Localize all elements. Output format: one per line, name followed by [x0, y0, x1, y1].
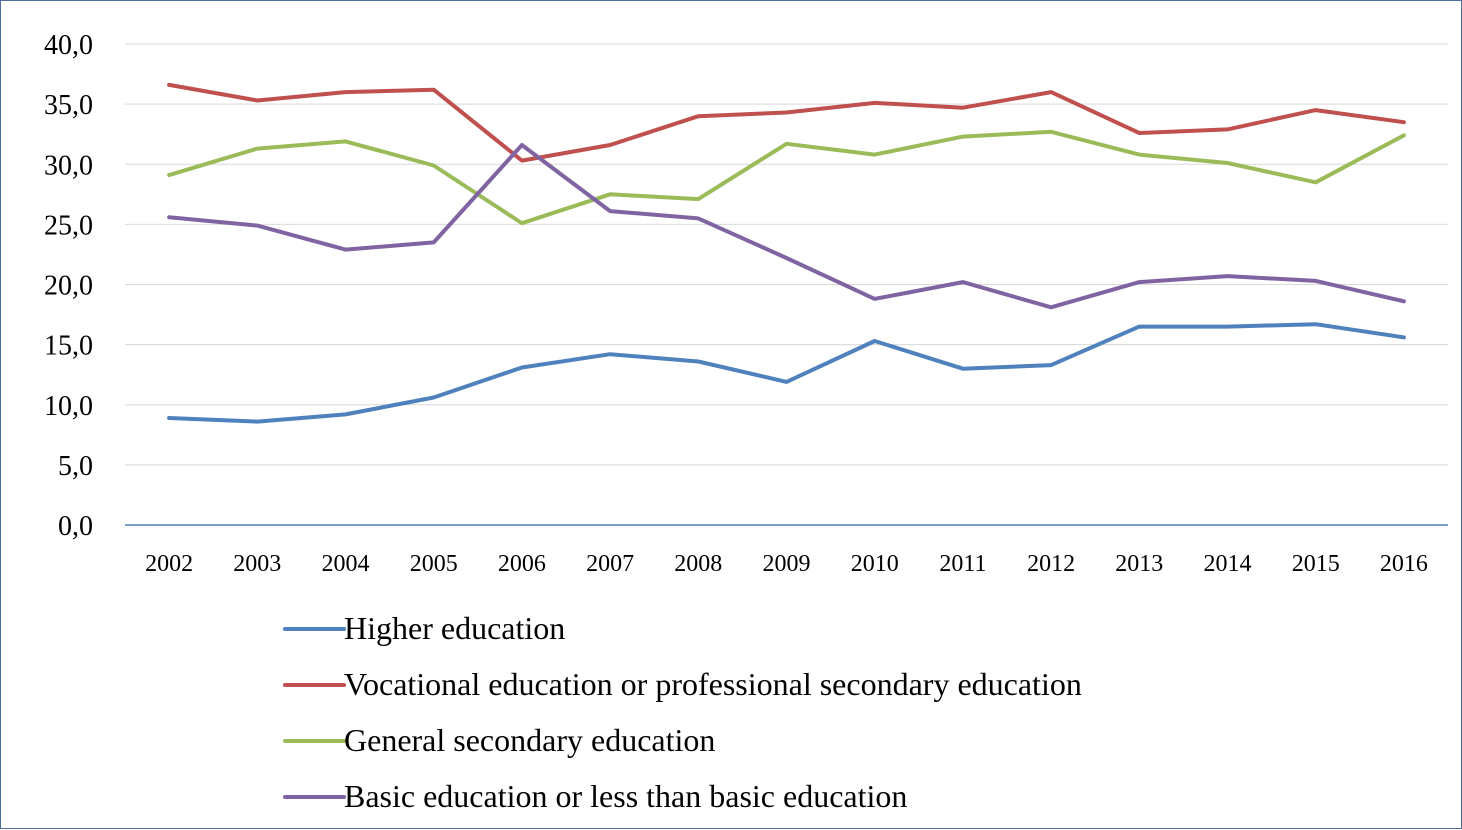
x-tick-label: 2003 — [233, 551, 281, 577]
y-tick-label: 15,0 — [44, 331, 93, 362]
y-tick-label: 35,0 — [44, 90, 93, 121]
y-tick-label: 5,0 — [58, 451, 93, 482]
x-tick-label: 2004 — [322, 551, 370, 577]
gridlines — [125, 43, 1448, 466]
x-tick-label: 2013 — [1115, 551, 1163, 577]
series-line-2 — [167, 82, 1406, 163]
y-tick-label: 0,0 — [58, 511, 93, 542]
y-tick-label: 30,0 — [44, 150, 93, 181]
y-tick-label: 20,0 — [44, 271, 93, 302]
x-tick-label: 2010 — [851, 551, 899, 577]
x-tick-label: 2002 — [145, 551, 193, 577]
y-tick-label: 10,0 — [44, 391, 93, 422]
x-tick-label: 2006 — [498, 551, 546, 577]
legend-label-1: Higher education — [344, 610, 565, 646]
series-line-3 — [167, 129, 1406, 226]
series-lines — [167, 82, 1406, 424]
y-tick-label: 25,0 — [44, 210, 93, 241]
x-tick-label: 2009 — [763, 551, 811, 577]
x-tick-label: 2011 — [939, 551, 986, 577]
x-tick-label: 2014 — [1204, 551, 1252, 577]
legend-label-4: Basic education or less than basic educa… — [344, 778, 907, 814]
series-line-1 — [167, 322, 1406, 424]
x-axis-tick-labels: 2002 2003 2004 2005 2006 2007 2008 2009 2010 2011… — [145, 551, 1428, 577]
x-tick-label: 2015 — [1292, 551, 1340, 577]
legend-label-2: Vocational education or professional sec… — [344, 666, 1082, 702]
legend: Higher education Vocational education or … — [283, 610, 1082, 814]
x-tick-label: 2005 — [410, 551, 458, 577]
y-tick-label: 40,0 — [44, 30, 93, 61]
x-tick-label: 2016 — [1380, 551, 1428, 577]
x-tick-label: 2008 — [674, 551, 722, 577]
x-tick-label: 2012 — [1027, 551, 1075, 577]
y-axis-tick-labels: 0,0 5,0 10,0 15,0 20,0 25,0 30,0 35,0 40,0 — [44, 30, 93, 542]
series-line-4 — [167, 143, 1406, 310]
x-tick-label: 2007 — [586, 551, 634, 577]
legend-label-3: General secondary education — [344, 722, 715, 758]
